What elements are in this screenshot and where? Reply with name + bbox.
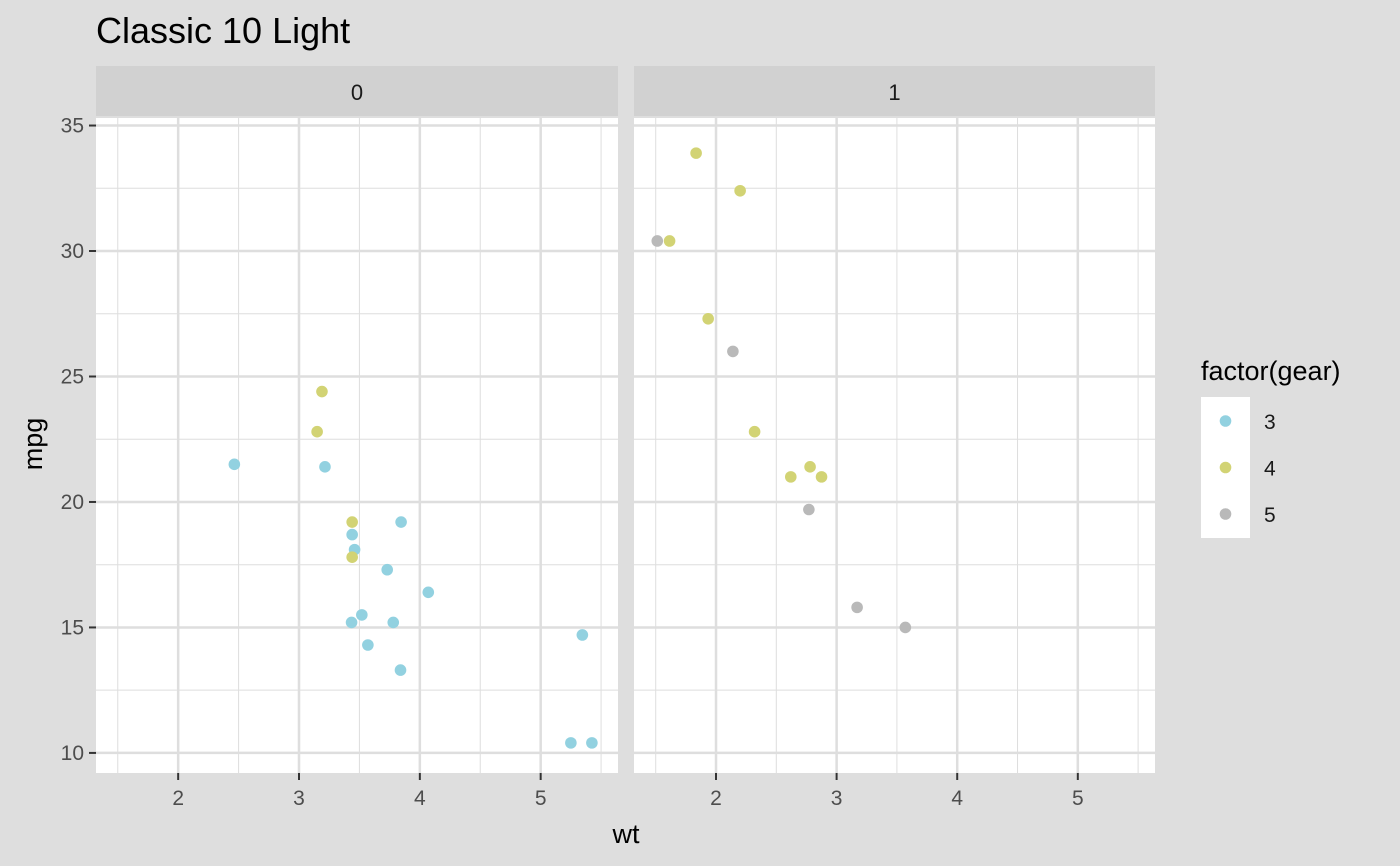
x-tick-label: 2 [710, 787, 722, 810]
data-point [727, 345, 739, 358]
data-point [804, 461, 816, 473]
facet-strip-label: 0 [351, 80, 363, 105]
facet-panel-1: 1 2 3 4 5 [634, 66, 1155, 810]
y-tick-label: 20 [61, 491, 84, 514]
data-point [576, 629, 589, 641]
legend-label-3: 3 [1264, 411, 1276, 434]
facet-panel-0: 0 2 3 4 5 [96, 66, 618, 810]
facet-strip [634, 66, 1155, 116]
data-point [394, 664, 407, 676]
data-point [586, 737, 598, 749]
legend-title: factor(gear) [1201, 356, 1341, 386]
data-point [690, 147, 702, 159]
legend-key-4 [1219, 461, 1232, 474]
x-tick-label: 3 [293, 787, 305, 810]
data-point [702, 312, 714, 325]
y-tick-label: 35 [61, 115, 84, 138]
y-tick-label: 30 [61, 240, 84, 263]
data-point [381, 563, 394, 576]
x-tick-label: 4 [414, 787, 426, 810]
y-tick-label: 15 [61, 616, 84, 639]
data-point [565, 737, 577, 749]
data-point [362, 639, 374, 651]
facet-strip [96, 66, 618, 116]
data-point [228, 458, 241, 471]
data-point [784, 471, 797, 483]
data-point [346, 516, 358, 528]
data-point [651, 235, 664, 247]
x-tick-label: 5 [535, 787, 547, 810]
data-point [395, 516, 407, 528]
data-point [319, 461, 331, 473]
data-point [422, 586, 435, 599]
panel-background [96, 118, 618, 773]
facet-strip-label: 1 [888, 80, 900, 105]
y-axis-title: mpg [18, 418, 48, 471]
data-point [345, 616, 358, 629]
data-point [899, 621, 912, 634]
y-axis: 10 15 20 25 30 35 [61, 115, 96, 765]
legend-label-5: 5 [1264, 504, 1276, 527]
facet-panels: 0 2 3 4 5 1 2 3 4 5 [96, 66, 1155, 810]
x-tick-label: 2 [172, 787, 184, 810]
data-point [346, 551, 358, 563]
x-tick-label: 4 [951, 787, 963, 810]
panel-background [634, 118, 1155, 773]
data-point [311, 425, 323, 438]
data-point [356, 609, 368, 621]
y-tick-label: 10 [61, 742, 84, 765]
y-tick-label: 25 [61, 365, 84, 388]
data-point [851, 601, 863, 614]
legend-label-4: 4 [1264, 458, 1276, 481]
legend-key-5 [1219, 508, 1232, 520]
x-tick-label: 3 [831, 787, 843, 810]
data-point [803, 503, 815, 516]
data-point [734, 184, 746, 197]
data-point [346, 528, 358, 541]
data-point [663, 235, 676, 247]
legend: factor(gear) 3 4 5 [1201, 356, 1341, 538]
data-point [815, 471, 828, 483]
data-point [748, 425, 761, 438]
x-axis-title: wt [612, 819, 640, 849]
legend-key-3 [1219, 415, 1232, 427]
data-point [316, 385, 328, 398]
x-tick-label: 5 [1072, 787, 1084, 810]
chart-title: Classic 10 Light [96, 10, 350, 51]
data-point [387, 616, 400, 629]
